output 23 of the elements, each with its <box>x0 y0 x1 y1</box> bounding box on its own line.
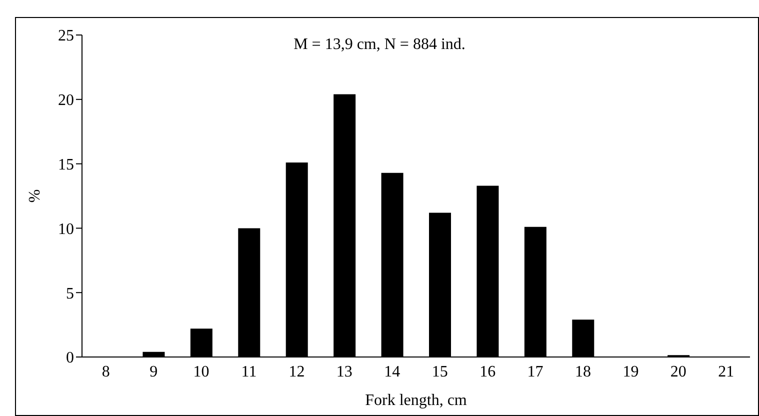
x-tick-label: 18 <box>575 363 591 380</box>
y-tick-label: 20 <box>58 92 74 110</box>
x-tick-label: 19 <box>622 363 639 380</box>
x-tick-label: 10 <box>193 363 210 380</box>
y-tick-label: 25 <box>58 28 74 45</box>
x-axis-title: Fork length, cm <box>365 392 468 409</box>
x-tick-label: 21 <box>718 363 734 380</box>
y-tick-label: 5 <box>66 285 74 302</box>
x-tick-label: 17 <box>527 363 544 380</box>
y-axis-title: % <box>26 189 44 203</box>
x-tick-label: 9 <box>150 363 158 380</box>
x-tick-label: 14 <box>384 363 400 380</box>
y-tick-label: 10 <box>58 220 74 238</box>
y-tick-label: 15 <box>58 156 74 174</box>
x-tick-label: 8 <box>102 363 110 380</box>
x-tick-label: 15 <box>432 363 448 380</box>
x-tick-label: 20 <box>670 363 686 380</box>
annotation: M = 13,9 cm, N = 884 ind. <box>294 36 466 53</box>
x-tick-label: 16 <box>480 363 496 380</box>
x-tick-label: 13 <box>336 363 352 380</box>
x-tick-label: 12 <box>288 363 305 380</box>
y-tick-label: 0 <box>66 350 74 367</box>
x-tick-label: 11 <box>241 363 257 380</box>
